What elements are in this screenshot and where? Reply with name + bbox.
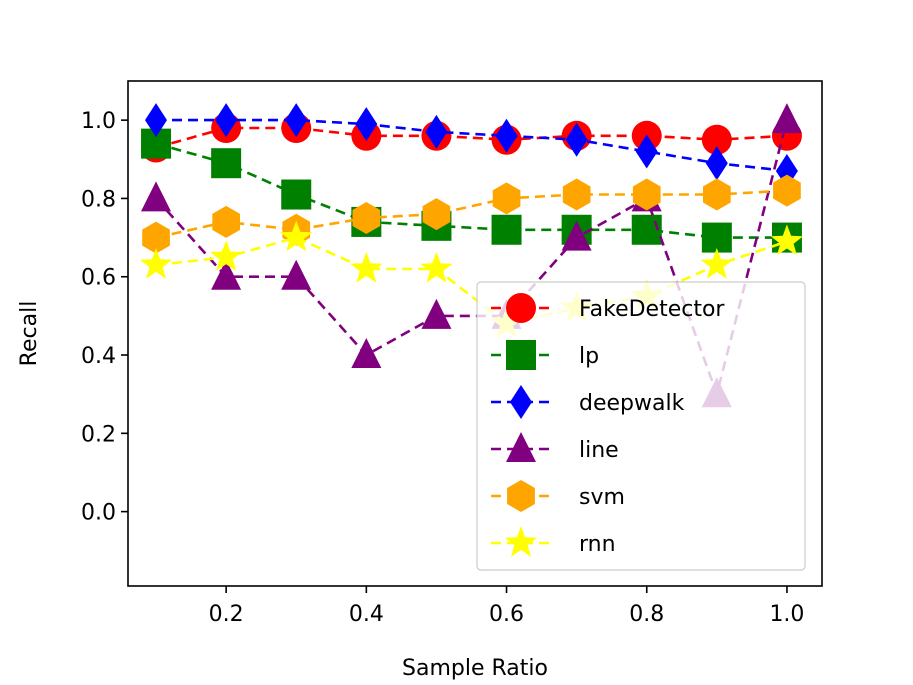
legend-marker-svm bbox=[507, 480, 535, 512]
data-point-rnn bbox=[280, 220, 313, 252]
legend-label-fakedetector: FakeDetector bbox=[579, 297, 725, 322]
legend-marker-fakedetector bbox=[506, 293, 536, 323]
x-tick-label: 0.6 bbox=[489, 602, 524, 627]
data-point-rnn bbox=[700, 248, 733, 279]
y-tick-label: 0.0 bbox=[81, 501, 116, 526]
x-axis-label: Sample Ratio bbox=[402, 656, 548, 681]
x-tick-label: 0.4 bbox=[349, 602, 384, 627]
data-point-line bbox=[771, 103, 802, 134]
data-point-deepwalk bbox=[355, 107, 378, 142]
data-point-line bbox=[281, 259, 312, 290]
data-point-svm bbox=[492, 182, 521, 215]
data-point-rnn bbox=[350, 251, 383, 283]
y-tick-label: 0.4 bbox=[81, 344, 116, 369]
legend-label-line: line bbox=[579, 438, 619, 463]
data-point-svm bbox=[632, 178, 661, 211]
series-lp bbox=[141, 128, 802, 253]
legend-label-lp: lp bbox=[579, 344, 599, 369]
data-point-line bbox=[561, 220, 592, 251]
legend-marker-rnn bbox=[504, 526, 538, 557]
data-point-deepwalk bbox=[145, 103, 167, 138]
legend-label-rnn: rnn bbox=[579, 532, 616, 557]
series-line-deepwalk bbox=[156, 118, 788, 173]
data-point-deepwalk bbox=[425, 114, 448, 149]
series-line-svm bbox=[155, 189, 787, 239]
data-point-lp bbox=[281, 179, 312, 210]
legend-marker-line bbox=[506, 432, 536, 462]
data-point-svm bbox=[562, 178, 591, 211]
y-tick-label: 0.2 bbox=[81, 422, 116, 447]
legend-box bbox=[476, 281, 806, 571]
series-line-fakedetector bbox=[155, 126, 787, 149]
y-tick-label: 0.6 bbox=[81, 266, 116, 291]
data-point-deepwalk bbox=[285, 103, 308, 138]
data-point-deepwalk bbox=[495, 118, 518, 153]
data-point-svm bbox=[703, 178, 731, 211]
data-point-rnn bbox=[139, 248, 173, 279]
data-point-svm bbox=[212, 205, 240, 238]
x-tick-label: 0.2 bbox=[209, 602, 244, 627]
series-deepwalk bbox=[145, 103, 798, 188]
y-tick-label: 0.8 bbox=[81, 187, 116, 212]
data-point-lp bbox=[211, 148, 242, 179]
data-point-fakedetector bbox=[701, 124, 732, 155]
legend-label-deepwalk: deepwalk bbox=[579, 391, 685, 416]
legend-marker-deepwalk bbox=[510, 385, 532, 419]
data-point-rnn bbox=[210, 240, 243, 271]
series-line-rnn bbox=[155, 236, 788, 326]
axes-layer: 0.2 0.4 0.6 0.8 1.0 0.0 0.2 0.4 0.6 0.8 1.0 Sample … bbox=[17, 109, 804, 681]
series-svm bbox=[142, 174, 801, 254]
data-point-line bbox=[211, 259, 242, 290]
data-point-line bbox=[421, 298, 452, 329]
x-tick-label: 0.8 bbox=[629, 602, 664, 627]
y-axis-label: Recall bbox=[17, 301, 42, 367]
data-point-deepwalk bbox=[635, 134, 658, 169]
plot-frame bbox=[127, 80, 823, 587]
data-point-line bbox=[351, 338, 382, 368]
data-point-svm bbox=[352, 202, 381, 234]
data-point-svm bbox=[142, 221, 170, 254]
data-point-svm bbox=[422, 198, 451, 231]
data-point-deepwalk bbox=[705, 146, 728, 181]
data-point-deepwalk bbox=[565, 122, 588, 157]
y-tick-label: 1.0 bbox=[81, 109, 116, 134]
data-point-rnn bbox=[770, 224, 804, 256]
x-tick-label: 1.0 bbox=[769, 602, 804, 627]
legend-label-svm: svm bbox=[579, 485, 625, 510]
data-point-deepwalk bbox=[215, 103, 238, 138]
data-point-rnn bbox=[420, 251, 453, 283]
data-point-lp bbox=[491, 214, 522, 245]
legend: FakeDetector lp deepwalk line svm rnn bbox=[476, 281, 806, 571]
legend-marker-lp bbox=[506, 340, 536, 370]
data-point-svm bbox=[773, 174, 801, 207]
data-point-line bbox=[141, 181, 171, 212]
data-point-lp bbox=[701, 222, 732, 253]
